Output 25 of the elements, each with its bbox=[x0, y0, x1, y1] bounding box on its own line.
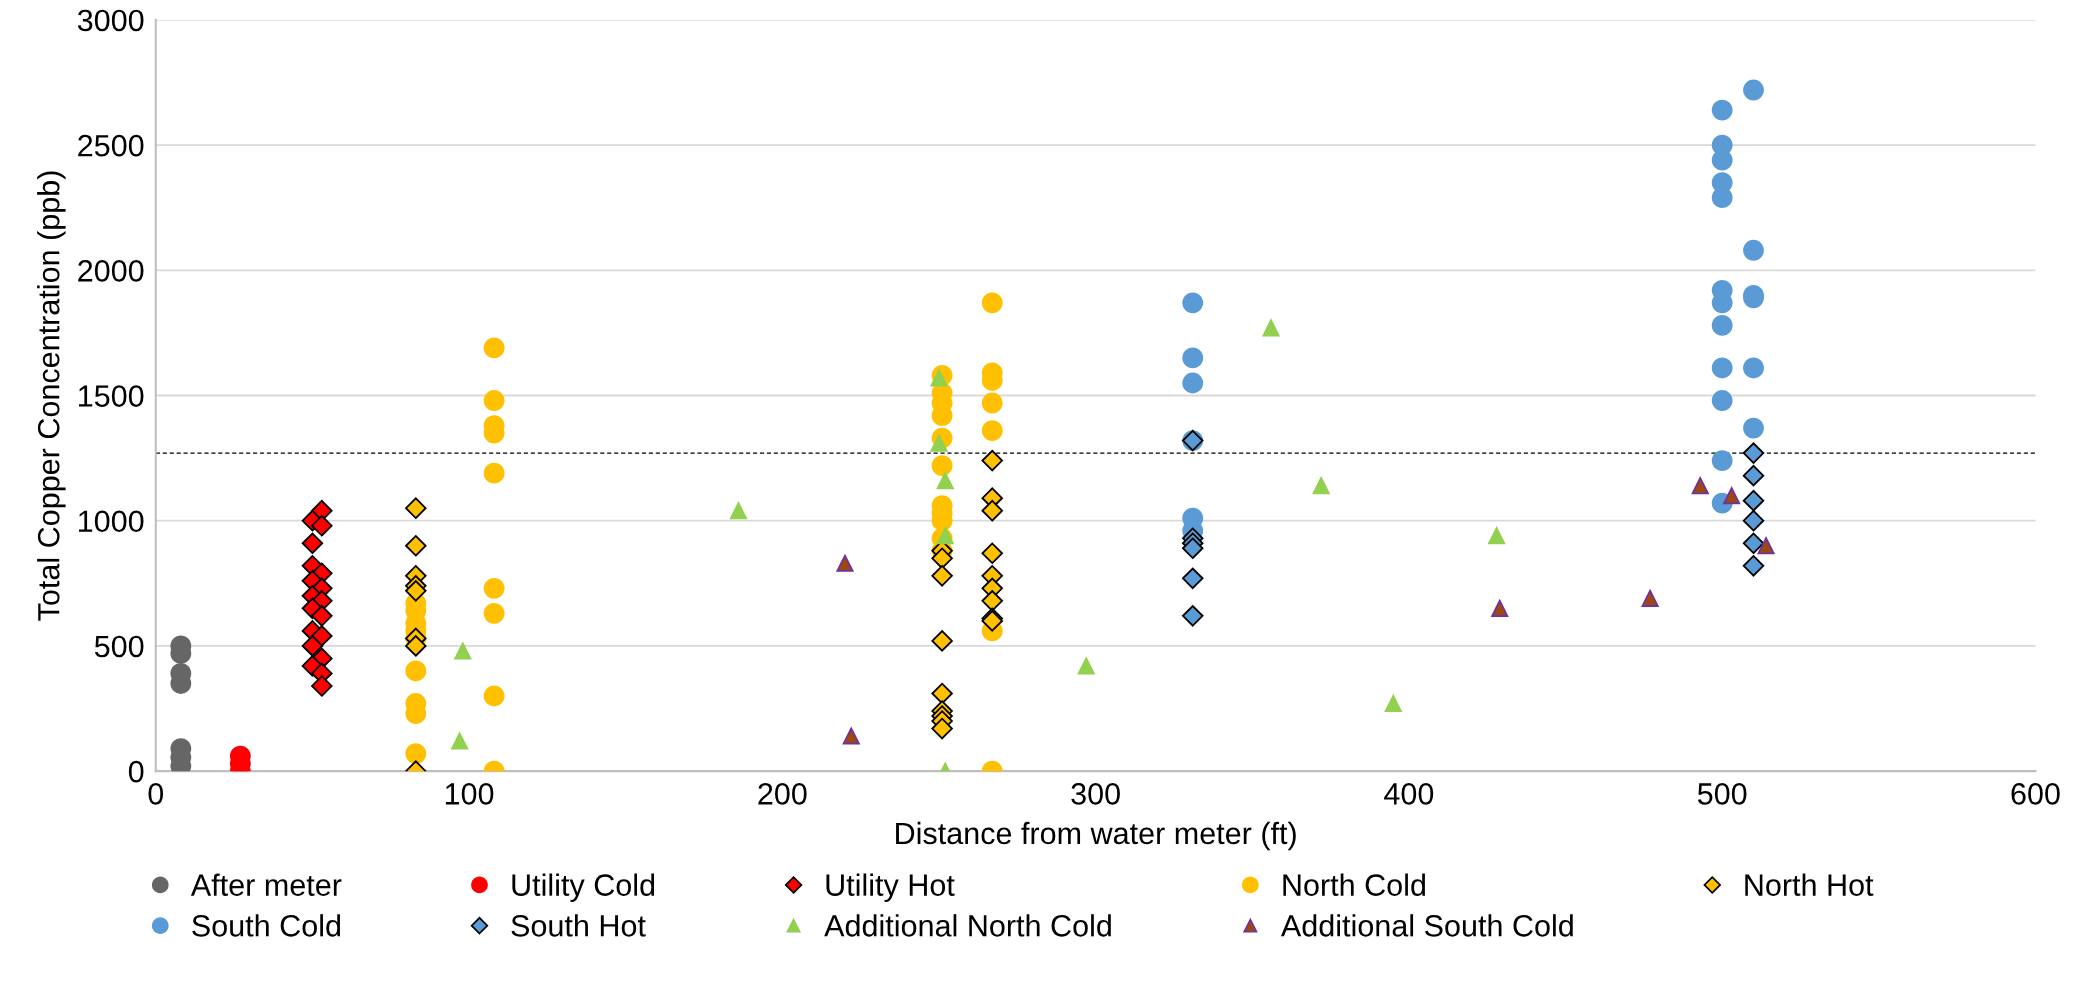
x-tick-label: 500 bbox=[1697, 783, 1747, 805]
y-tick-label: 2000 bbox=[78, 260, 144, 282]
x-tick-label: 200 bbox=[758, 783, 807, 805]
x-tick-label: 0 bbox=[148, 783, 164, 805]
legend-label: North Hot bbox=[1745, 873, 1874, 896]
x-tick-label: 100 bbox=[445, 783, 494, 805]
x-tick-label: 400 bbox=[1384, 783, 1434, 805]
legend-label: South Cold bbox=[192, 914, 341, 937]
y-tick-label: 500 bbox=[94, 635, 144, 658]
legend-label: Additional North Cold bbox=[824, 914, 1111, 937]
legend-label: North Cold bbox=[1283, 873, 1425, 896]
y-tick-label: 0 bbox=[128, 760, 144, 783]
legend-label: South Hot bbox=[511, 914, 646, 937]
legend-label: Utility Cold bbox=[512, 873, 655, 902]
x-tick-label: 300 bbox=[1071, 783, 1120, 805]
y-tick-label: 2500 bbox=[78, 134, 144, 157]
legend-label: Additional South Cold bbox=[1280, 914, 1573, 937]
legend-label: After meter bbox=[190, 873, 342, 896]
x-tick-label: 600 bbox=[2011, 783, 2060, 805]
y-tick-label: 1500 bbox=[79, 385, 144, 407]
x-axis-title: Distance from water meter (ft) bbox=[896, 821, 1296, 851]
y-tick-label: 1000 bbox=[79, 510, 144, 533]
y-axis-title: Total Copper Concentration (ppb) bbox=[37, 171, 66, 621]
legend-label: Utility Hot bbox=[826, 873, 955, 902]
y-tick-label: 3000 bbox=[77, 9, 144, 32]
